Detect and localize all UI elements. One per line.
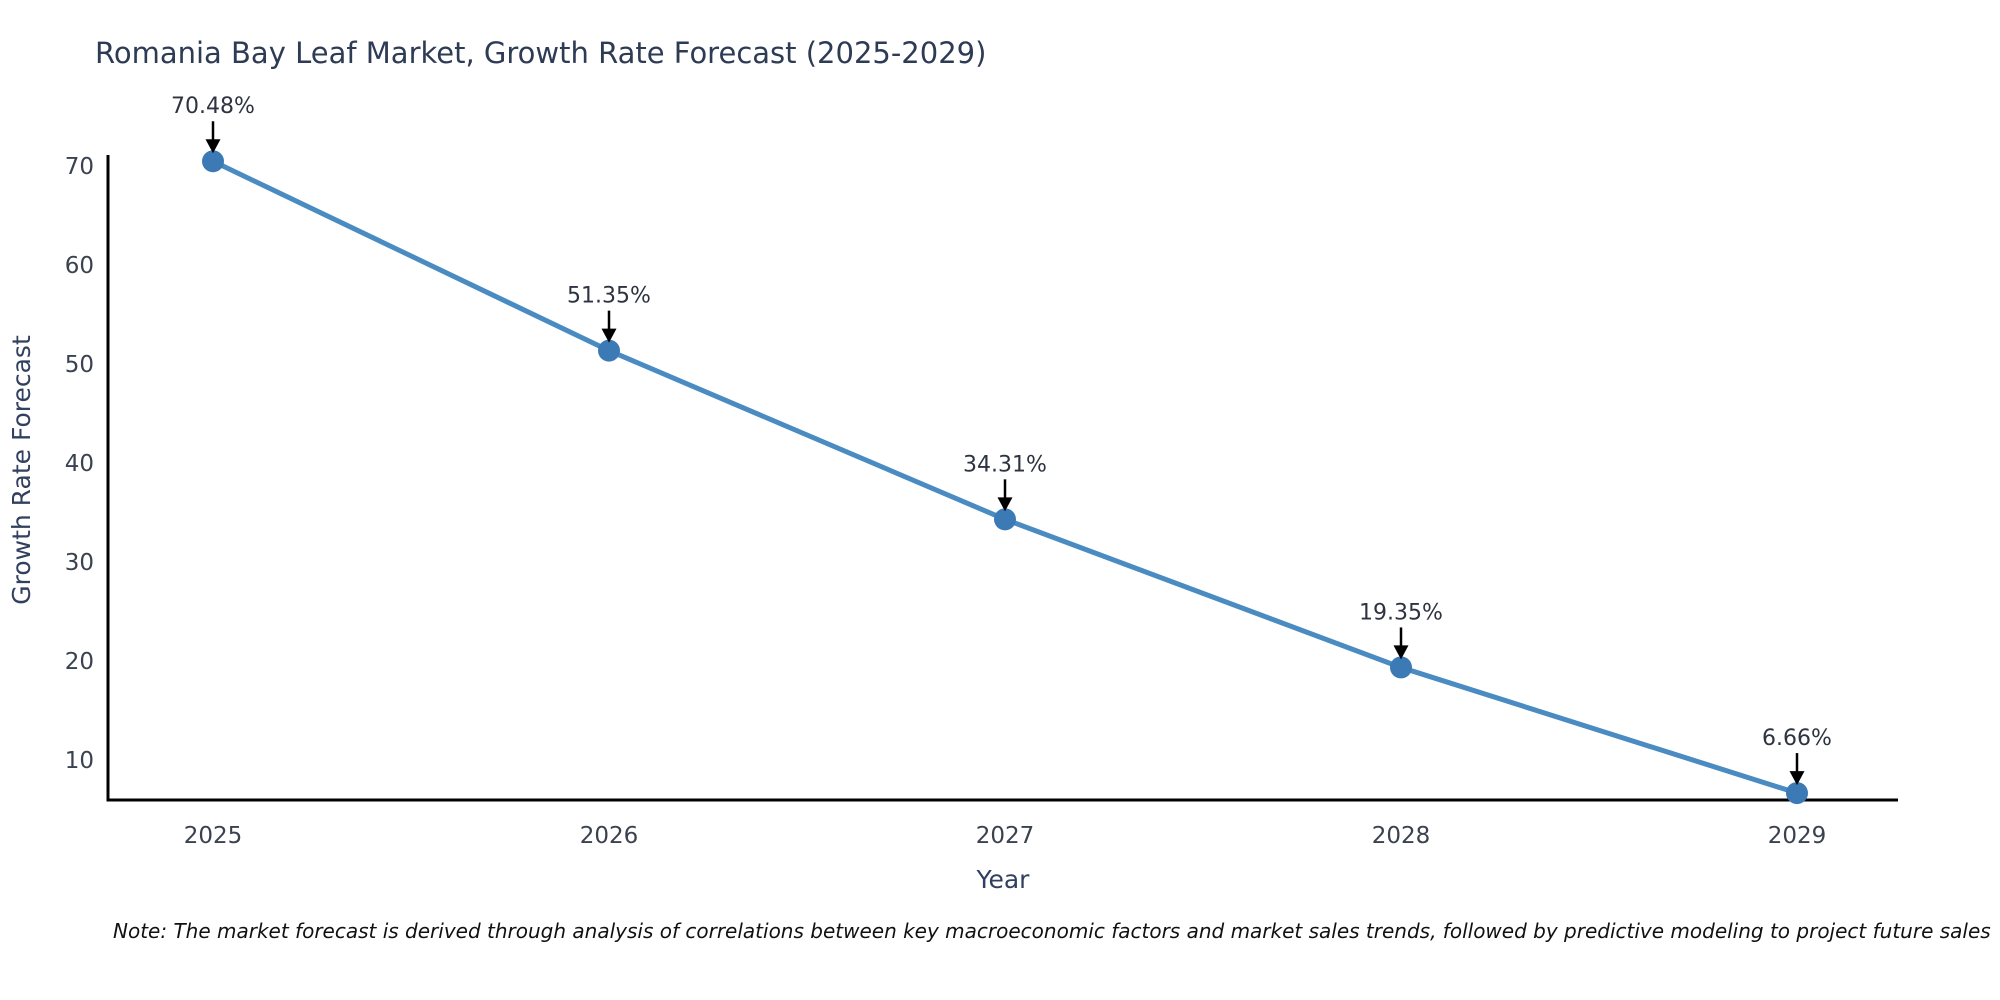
annotation-arrow-head-icon bbox=[601, 328, 617, 343]
y-tick-label: 70 bbox=[65, 154, 94, 180]
data-point-marker bbox=[1390, 656, 1412, 679]
data-point-marker bbox=[1786, 782, 1808, 805]
data-point-marker bbox=[994, 508, 1016, 531]
y-tick-label: 20 bbox=[65, 649, 94, 675]
point-value-label: 51.35% bbox=[567, 284, 651, 309]
x-tick-label: 2025 bbox=[184, 823, 243, 849]
point-value-label: 6.66% bbox=[1762, 726, 1832, 751]
chart-title: Romania Bay Leaf Market, Growth Rate For… bbox=[95, 36, 987, 70]
point-value-label: 34.31% bbox=[963, 452, 1047, 477]
annotation-arrow-head-icon bbox=[1789, 771, 1805, 786]
x-tick-label: 2026 bbox=[580, 823, 639, 849]
x-tick-label: 2029 bbox=[1768, 823, 1827, 849]
y-tick-label: 40 bbox=[65, 451, 94, 477]
annotation-arrow-head-icon bbox=[205, 139, 221, 154]
y-tick-label: 60 bbox=[65, 253, 94, 279]
point-value-label: 19.35% bbox=[1359, 600, 1443, 625]
chart-note: Note: The market forecast is derived thr… bbox=[113, 919, 1991, 943]
y-tick-label: 10 bbox=[65, 748, 94, 774]
x-tick-label: 2027 bbox=[976, 823, 1035, 849]
y-tick-label: 30 bbox=[65, 550, 94, 576]
y-tick-label: 50 bbox=[65, 352, 94, 378]
x-axis-title: Year bbox=[976, 865, 1031, 894]
annotation-arrow-head-icon bbox=[997, 497, 1013, 512]
data-point-marker bbox=[202, 150, 224, 173]
annotation-arrow-head-icon bbox=[1393, 645, 1409, 660]
x-tick-label: 2028 bbox=[1372, 823, 1431, 849]
data-point-marker bbox=[598, 339, 620, 362]
point-value-label: 70.48% bbox=[171, 94, 255, 119]
y-axis-title: Growth Rate Forecast bbox=[7, 335, 36, 605]
